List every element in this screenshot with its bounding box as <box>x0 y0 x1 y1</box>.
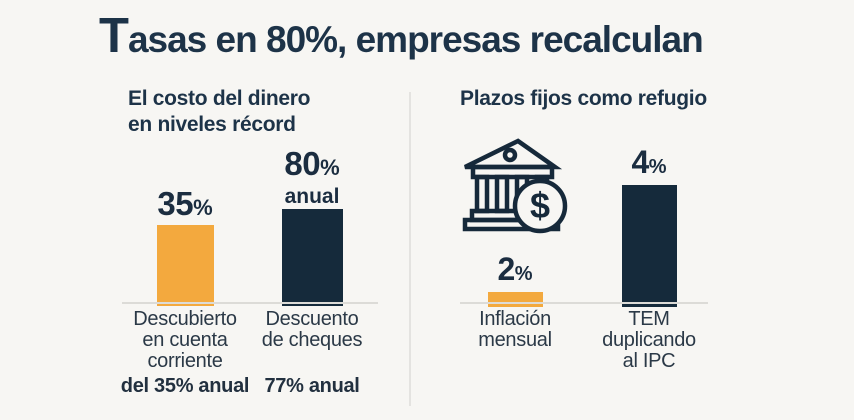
bar-value-35-percent-sign: % <box>193 195 213 220</box>
axis-sublabel-descubierto: del 35% anual <box>120 375 250 397</box>
axis-sublabel-descuento: 77% anual <box>264 375 360 397</box>
page-title-initial: T <box>99 9 129 63</box>
left-panel-heading: El costo del dinero en niveles récord <box>128 87 311 136</box>
bar-tem <box>621 185 677 307</box>
bar-value-2-percent-sign: % <box>514 263 533 285</box>
panel-divider <box>409 92 411 406</box>
axis-label-descuento: Descuento de cheques <box>261 308 363 351</box>
bar-value-4: 4% <box>579 145 719 185</box>
right-panel-heading: Plazos fijos como refugio <box>460 87 707 110</box>
axis-label-tem: TEM duplicando al IPC <box>602 308 696 372</box>
bar-value-80-sublabel: anual <box>284 185 340 208</box>
bar-inflacion <box>487 292 543 307</box>
bar-value-80: 80% <box>242 146 382 185</box>
bar-value-4-percent-sign: % <box>648 156 667 178</box>
bar-descubierto <box>156 225 214 306</box>
page-title-rest: asas en 80%, empresas recalculan <box>127 19 704 60</box>
bar-value-35-number: 35 <box>157 185 194 222</box>
bar-group-tem: 4% <box>579 145 719 307</box>
axis-label-descubierto: Descubierto en cuenta corriente <box>133 308 237 372</box>
bar-value-2-number: 2 <box>497 251 515 287</box>
axis-label-inflacion: Inflación mensual <box>478 308 552 351</box>
bar-descuento <box>281 209 343 306</box>
bar-value-80-number: 80 <box>284 145 321 182</box>
page-title: Tasas en 80%, empresas recalculan <box>99 8 704 64</box>
left-chart-baseline <box>122 302 378 304</box>
bar-value-4-number: 4 <box>631 144 649 180</box>
bar-value-2: 2% <box>445 252 585 292</box>
dollar-sign-glyph: $ <box>530 185 550 226</box>
bank-dollar-icon: $ <box>462 138 568 234</box>
bar-value-35: 35% <box>115 186 255 225</box>
bar-group-descubierto: 35% <box>115 186 255 306</box>
right-chart-baseline <box>460 302 708 304</box>
bar-group-descuento: 80% anual <box>242 146 382 306</box>
bar-group-inflacion: 2% <box>445 252 585 307</box>
bar-value-80-percent-sign: % <box>320 155 340 180</box>
